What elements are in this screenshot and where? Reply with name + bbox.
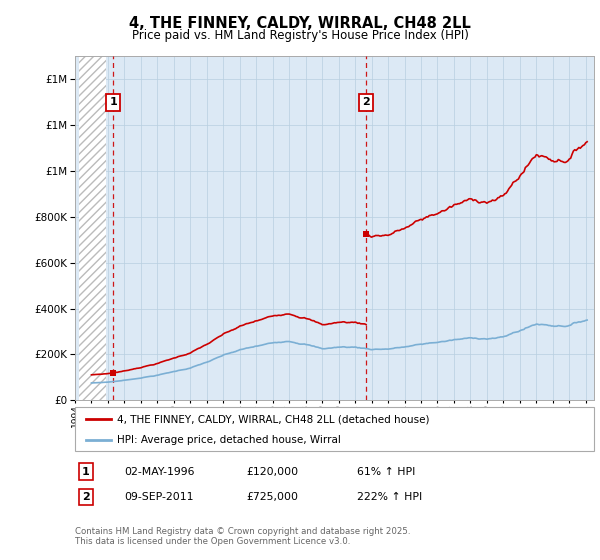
Text: 2: 2 (82, 492, 89, 502)
Text: 09-SEP-2011: 09-SEP-2011 (124, 492, 194, 502)
Text: 2: 2 (362, 97, 370, 108)
Text: 02-MAY-1996: 02-MAY-1996 (124, 466, 195, 477)
Text: £725,000: £725,000 (246, 492, 298, 502)
Bar (79, 56, 106, 400)
Text: Price paid vs. HM Land Registry's House Price Index (HPI): Price paid vs. HM Land Registry's House … (131, 29, 469, 42)
Text: 222% ↑ HPI: 222% ↑ HPI (357, 492, 422, 502)
Text: 4, THE FINNEY, CALDY, WIRRAL, CH48 2LL (detached house): 4, THE FINNEY, CALDY, WIRRAL, CH48 2LL (… (117, 414, 430, 424)
Text: 61% ↑ HPI: 61% ↑ HPI (357, 466, 415, 477)
Text: 1: 1 (82, 466, 89, 477)
Text: 4, THE FINNEY, CALDY, WIRRAL, CH48 2LL: 4, THE FINNEY, CALDY, WIRRAL, CH48 2LL (129, 16, 471, 31)
Text: HPI: Average price, detached house, Wirral: HPI: Average price, detached house, Wirr… (117, 435, 341, 445)
Text: Contains HM Land Registry data © Crown copyright and database right 2025.
This d: Contains HM Land Registry data © Crown c… (75, 526, 410, 546)
Text: 1: 1 (110, 97, 117, 108)
Text: £120,000: £120,000 (246, 466, 298, 477)
